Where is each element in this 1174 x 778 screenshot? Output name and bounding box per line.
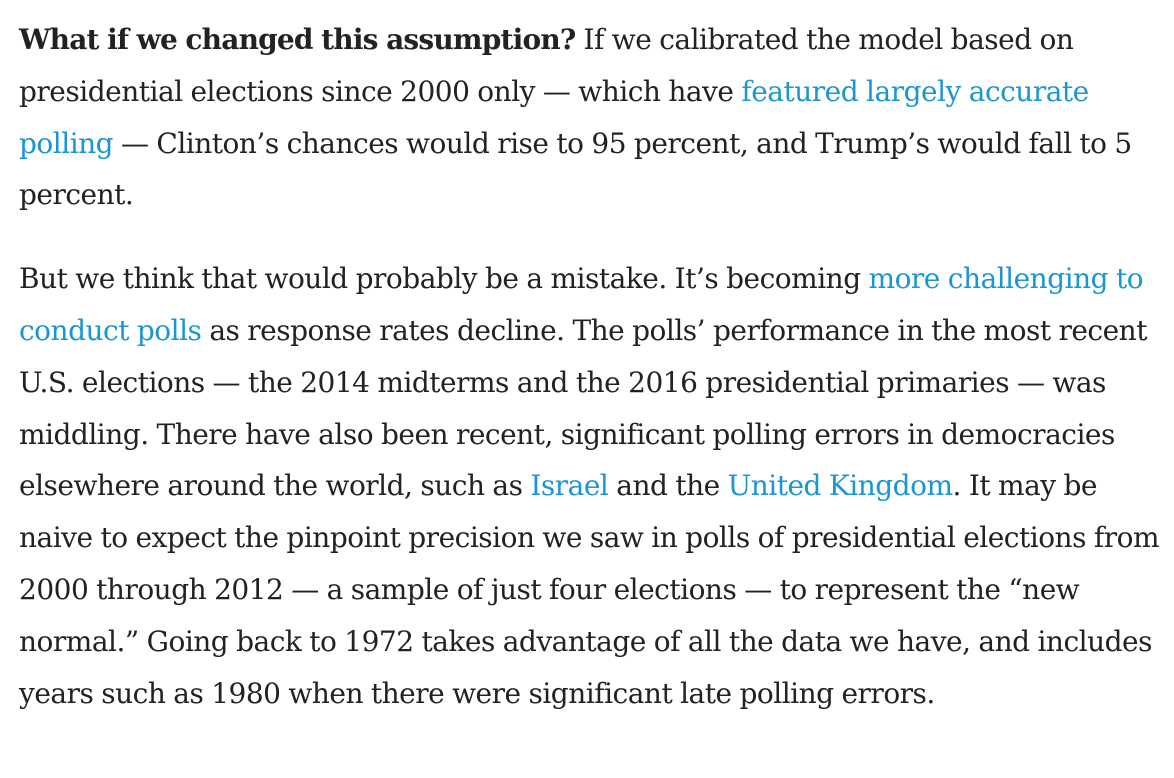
link-challenging-polls[interactable]: more challenging to conduct polls <box>19 262 1144 347</box>
paragraph-mistake: But we think that would probably be a mi… <box>19 253 1166 719</box>
text-segment: But we think that would probably be a mi… <box>19 262 869 296</box>
link-united-kingdom[interactable]: United Kingdom <box>727 469 953 503</box>
text-segment: and the <box>608 469 728 503</box>
link-israel[interactable]: Israel <box>530 469 609 503</box>
text-segment: as response rates decline. The polls’ pe… <box>19 313 1147 503</box>
text-segment: — Clinton’s chances would rise to 95 per… <box>19 126 1132 212</box>
link-accurate-polling[interactable]: featured largely accurate polling <box>19 74 1089 160</box>
paragraph-assumption: What if we changed this assumption? If w… <box>19 14 1166 221</box>
article-body: What if we changed this assumption? If w… <box>19 14 1166 719</box>
paragraph-lead: What if we changed this assumption? <box>19 23 576 56</box>
text-segment: If we calibrated the model based on pres… <box>19 23 1074 108</box>
text-segment: . It may be naive to expect the pinpoint… <box>19 469 1160 710</box>
